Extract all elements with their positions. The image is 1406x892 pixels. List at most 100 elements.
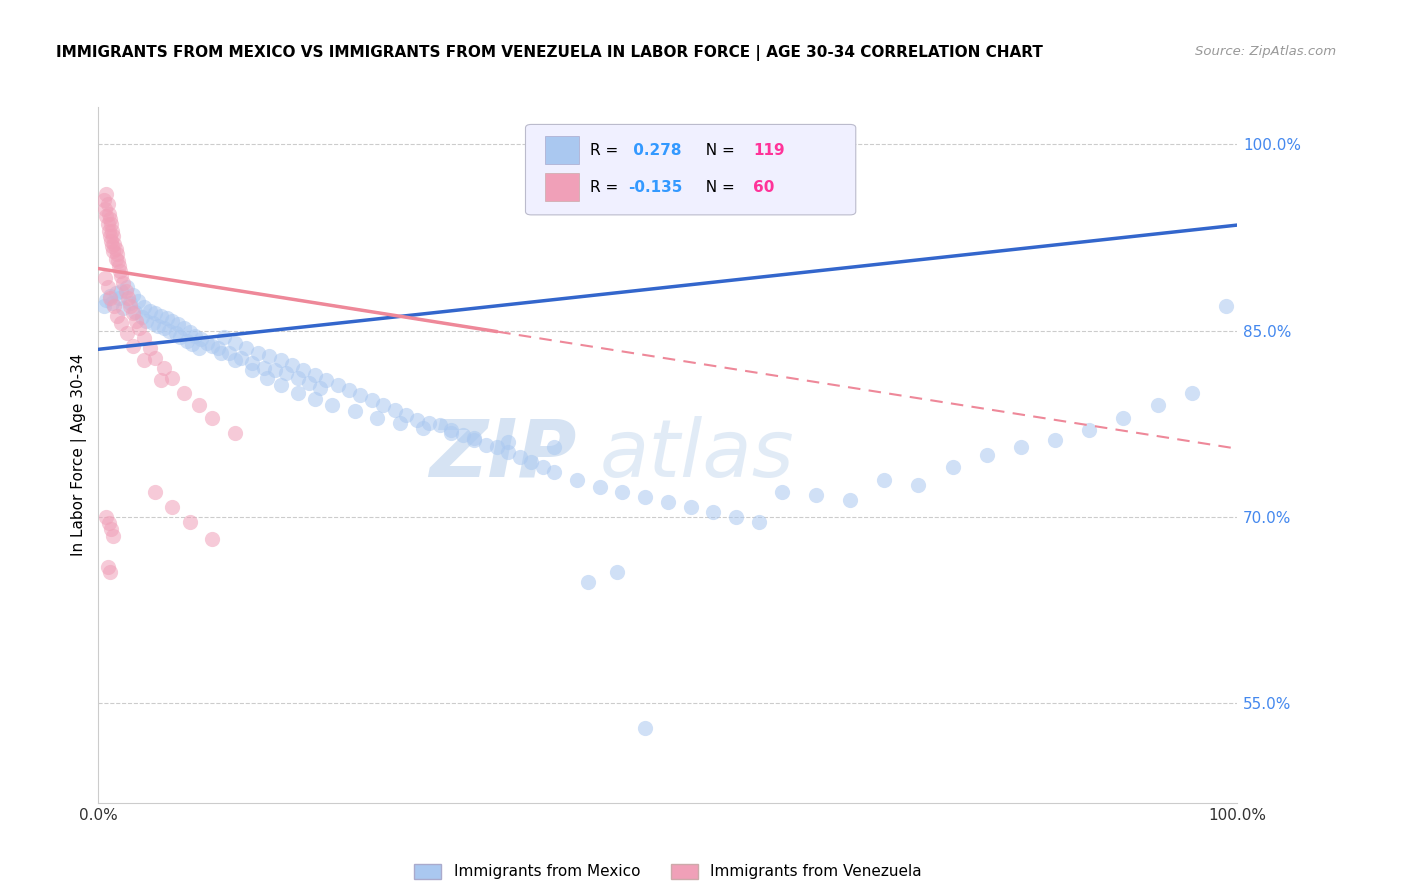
Point [98,291,121,305]
Point [127,293,149,308]
Text: R =: R = [591,179,623,194]
Text: N =: N = [696,143,740,158]
Text: 60: 60 [754,179,775,194]
Point [576,574,599,589]
Point [132,353,155,368]
Point [229,351,252,365]
Point [167,318,190,332]
Point [235,341,257,355]
Point [634,721,657,735]
Point [1215,299,1237,313]
Point [224,336,246,351]
Point [138,303,160,318]
Point [146,318,169,333]
Point [97,516,120,531]
Point [287,371,309,385]
Point [120,296,142,310]
Y-axis label: In Labor Force | Age 30-34: In Labor Force | Age 30-34 [72,353,87,557]
Point [209,346,232,360]
Point [270,378,292,392]
Point [498,435,520,450]
Point [104,286,127,301]
Point [169,330,191,344]
Point [942,460,965,475]
Point [98,565,121,579]
Point [180,337,202,351]
Point [138,341,160,355]
Point [98,289,121,303]
Point [429,418,451,433]
Point [252,361,274,376]
Point [117,291,139,305]
Point [371,398,394,412]
Point [108,264,131,278]
Point [153,361,176,376]
Point [121,338,143,352]
Point [121,287,143,301]
Point [96,559,118,574]
Point [543,441,565,455]
Point [207,341,229,355]
Point [107,254,129,268]
Point [112,301,135,316]
Point [463,430,485,444]
Point [176,334,198,348]
Point [157,324,180,338]
Point [94,202,117,216]
Point [1181,385,1204,400]
Point [907,477,929,491]
Point [153,321,176,335]
Point [96,197,118,211]
FancyBboxPatch shape [526,124,856,215]
Point [304,392,326,406]
Point [1010,441,1032,455]
Point [96,210,118,224]
Point [104,252,127,266]
Point [218,346,240,360]
Point [145,351,167,365]
Point [389,416,412,430]
Point [412,420,434,434]
Point [349,388,371,402]
Point [115,326,138,340]
Point [121,306,143,320]
Text: N =: N = [696,179,740,194]
Point [101,296,124,310]
Point [395,408,418,422]
Point [128,321,150,335]
Text: IMMIGRANTS FROM MEXICO VS IMMIGRANTS FROM VENEZUELA IN LABOR FORCE | AGE 30-34 C: IMMIGRANTS FROM MEXICO VS IMMIGRANTS FRO… [56,45,1043,61]
Point [343,404,366,418]
Point [101,239,124,253]
Point [498,445,520,459]
Point [839,492,862,507]
Point [321,398,343,412]
Point [873,473,896,487]
Point [94,271,117,285]
Point [287,385,309,400]
Point [96,217,118,231]
Point [145,306,167,320]
Point [132,331,155,345]
Point [520,455,543,469]
Point [103,236,125,251]
Point [309,381,332,395]
Text: ZIP: ZIP [429,416,576,494]
Point [98,229,121,244]
Point [486,441,509,455]
Point [96,280,118,294]
Point [418,416,440,430]
Legend: Immigrants from Mexico, Immigrants from Venezuela: Immigrants from Mexico, Immigrants from … [408,857,928,886]
Point [201,338,224,352]
Point [281,359,304,373]
Bar [546,173,579,201]
Point [97,224,120,238]
Point [93,193,115,207]
Point [451,428,474,442]
Point [105,246,128,260]
Point [337,384,360,398]
Point [770,485,793,500]
Point [150,373,173,387]
Text: atlas: atlas [599,416,794,494]
Point [104,242,127,256]
Point [804,488,827,502]
